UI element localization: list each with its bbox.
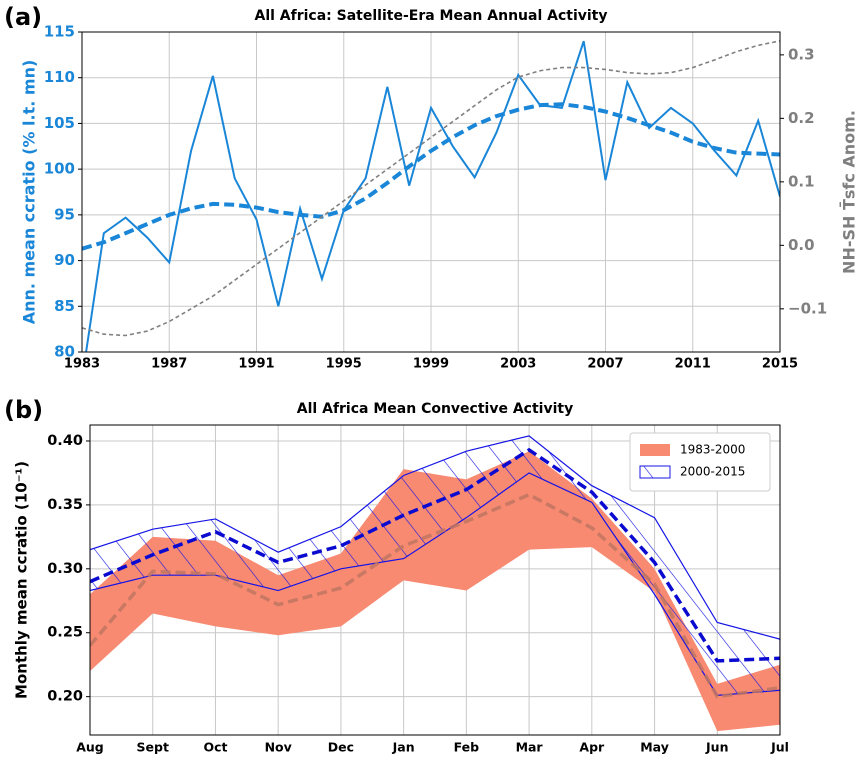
chart-title: All Africa Mean Convective Activity — [297, 401, 573, 417]
x-tick-label: 1991 — [238, 357, 274, 372]
chart-title: All Africa: Satellite-Era Mean Annual Ac… — [255, 8, 608, 24]
x-tick-label: Nov — [265, 740, 292, 755]
legend-swatch — [639, 465, 671, 479]
x-tick-label: 2011 — [675, 357, 711, 372]
x-tick-label: Jun — [705, 740, 728, 755]
x-tick-label: Oct — [203, 740, 227, 755]
range-band — [90, 435, 780, 696]
x-tick-label: 1983 — [64, 357, 100, 372]
x-tick-label: Sept — [137, 740, 169, 755]
x-tick-label: Jan — [392, 740, 415, 755]
y-tick-label: 0.30 — [47, 561, 83, 577]
y-tick-label: 85 — [54, 297, 75, 315]
y2-tick-label: 0.1 — [788, 172, 815, 190]
mean-line — [90, 492, 780, 699]
y2-axis-label: NH-SH T̄sfc Anom. — [839, 110, 859, 274]
y2-tick-label: 0.0 — [788, 236, 815, 254]
x-tick-label: 2015 — [762, 357, 798, 372]
y-tick-label: 90 — [54, 251, 75, 269]
panel-label: (b) — [4, 396, 43, 424]
y-axis-label: Ann. mean ccratio (% l.t. mn) — [20, 60, 39, 325]
x-tick-label: Aug — [76, 740, 104, 755]
x-tick-label: Dec — [328, 740, 354, 755]
plot-frame — [81, 31, 781, 353]
x-tick-label: Apr — [579, 740, 605, 755]
y-tick-label: 110 — [44, 68, 75, 86]
x-tick-label: Jul — [770, 740, 789, 755]
legend-label: 2000-2015 — [680, 465, 745, 479]
y2-tick-label: 0.2 — [788, 109, 815, 127]
x-tick-label: 2007 — [587, 357, 623, 372]
y-tick-label: 0.20 — [47, 689, 83, 705]
x-tick-label: 1999 — [413, 357, 449, 372]
x-tick-label: Feb — [454, 740, 480, 755]
y-tick-label: 115 — [44, 23, 75, 41]
y-tick-label: 95 — [54, 205, 75, 223]
y-tick-label: 105 — [44, 114, 75, 132]
y-tick-label: 0.35 — [47, 497, 83, 513]
y-axis-label: Monthly mean ccratio (10⁻¹) — [13, 461, 31, 699]
legend-swatch — [640, 444, 670, 456]
plot-area — [90, 435, 780, 732]
x-tick-label: May — [640, 740, 669, 755]
y2-tick-label: 0.3 — [788, 45, 815, 63]
x-tick-label: 1987 — [151, 357, 187, 372]
series-line — [82, 102, 780, 251]
panel-label: (a) — [4, 3, 42, 31]
plot-area — [82, 40, 780, 352]
y-tick-label: 80 — [54, 343, 75, 361]
x-tick-label: 2003 — [500, 357, 536, 372]
x-tick-label: Mar — [516, 740, 544, 755]
legend-label: 1983-2000 — [680, 443, 745, 457]
y-tick-label: 100 — [44, 160, 75, 178]
plot-frame — [89, 424, 781, 736]
series-line — [85, 40, 780, 352]
y-tick-label: 0.40 — [47, 433, 83, 449]
y2-tick-label: −0.1 — [788, 299, 827, 317]
mean-line — [90, 447, 780, 663]
x-tick-label: 1995 — [326, 357, 362, 372]
y-tick-label: 0.25 — [47, 625, 83, 641]
